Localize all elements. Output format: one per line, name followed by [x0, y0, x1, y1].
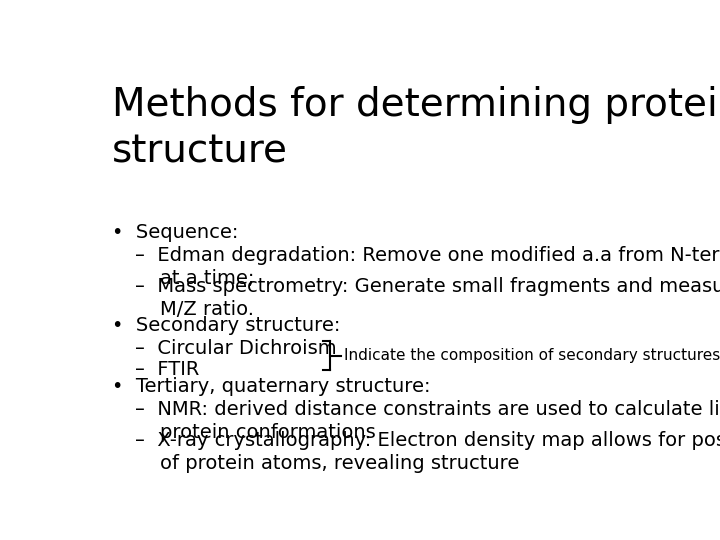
Text: –  X-ray crystallography: Electron density map allows for positioning
    of pro: – X-ray crystallography: Electron densit… — [135, 431, 720, 473]
Text: –  Circular Dichroism: – Circular Dichroism — [135, 339, 336, 358]
Text: Methods for determining protein
structure: Methods for determining protein structur… — [112, 85, 720, 171]
Text: •  Secondary structure:: • Secondary structure: — [112, 316, 341, 335]
Text: –  NMR: derived distance constraints are used to calculate likely
    protein co: – NMR: derived distance constraints are … — [135, 400, 720, 442]
Text: –  Edman degradation: Remove one modified a.a from N-terminus
    at a time;: – Edman degradation: Remove one modified… — [135, 246, 720, 288]
Text: •  Tertiary, quaternary structure:: • Tertiary, quaternary structure: — [112, 377, 431, 396]
Text: –  FTIR: – FTIR — [135, 360, 199, 379]
Text: –  Mass spectrometry: Generate small fragments and measure the
    M/Z ratio.: – Mass spectrometry: Generate small frag… — [135, 277, 720, 319]
Text: •  Sequence:: • Sequence: — [112, 223, 239, 242]
Text: Indicate the composition of secondary structures: Indicate the composition of secondary st… — [344, 348, 720, 363]
